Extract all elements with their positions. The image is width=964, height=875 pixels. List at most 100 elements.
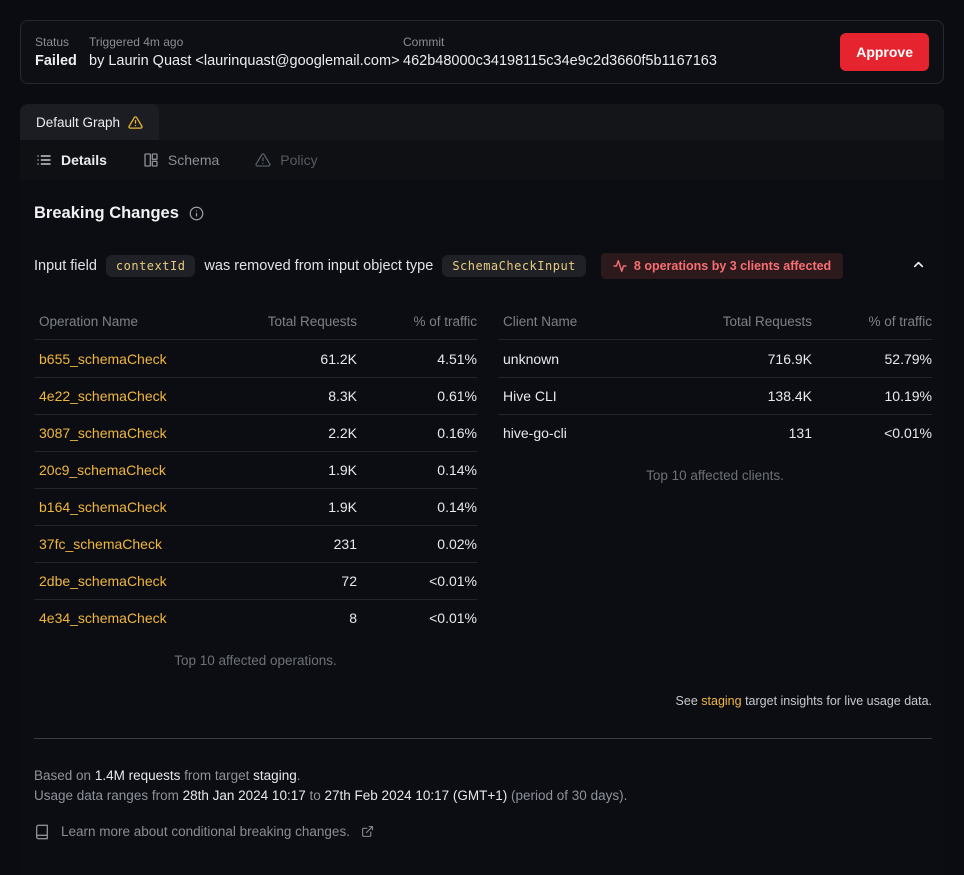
from-target: from target — [184, 768, 250, 783]
affected-badge-label: 8 operations by 3 clients affected — [633, 259, 832, 273]
tab-schema[interactable]: Schema — [143, 152, 219, 168]
tab-policy-label: Policy — [280, 152, 318, 168]
usage-summary-line: Based on 1.4M requests from target stagi… — [34, 766, 932, 786]
client-name: Hive CLI — [503, 388, 557, 404]
operation-link[interactable]: 4e22_schemaCheck — [39, 388, 167, 404]
operation-link[interactable]: b164_schemaCheck — [39, 499, 167, 515]
operations-caption: Top 10 affected operations. — [174, 653, 337, 668]
operation-traffic: <0.01% — [429, 573, 477, 589]
insights-see: See — [675, 694, 698, 708]
tab-schema-label: Schema — [167, 152, 220, 168]
usage-range-line: Usage data ranges from 28th Jan 2024 10:… — [34, 786, 932, 806]
client-traffic: <0.01% — [884, 425, 932, 441]
check-summary-card: Status Failed Triggered 4m ago by Laurin… — [20, 20, 944, 84]
main-card: Default Graph Details Schema — [20, 104, 944, 875]
table-row: 4e22_schemaCheck 8.3K 0.61% — [34, 377, 477, 414]
range-suffix: (period of 30 days). — [511, 788, 628, 804]
collapse-chevron-button[interactable] — [905, 253, 932, 279]
triggered-block: Triggered 4m ago by Laurin Quast <laurin… — [89, 35, 403, 69]
book-icon — [34, 824, 50, 840]
operation-requests: 1.9K — [328, 462, 357, 478]
client-name: unknown — [503, 350, 560, 367]
operation-requests: 72 — [341, 573, 357, 589]
change-prefix: Input field — [34, 258, 97, 274]
operations-table: Operation Name Total Requests % of traff… — [34, 303, 477, 668]
to-word: to — [309, 788, 321, 804]
operation-requests: 1.9K — [328, 499, 357, 515]
staging-insights-link[interactable]: staging — [701, 694, 742, 708]
client-name: hive-go-cli — [503, 425, 567, 441]
pulse-icon — [613, 259, 627, 273]
approve-button[interactable]: Approve — [840, 33, 929, 71]
commit-label: Commit — [403, 35, 445, 49]
operation-traffic: 0.02% — [437, 536, 477, 552]
chevron-up-icon — [911, 257, 926, 272]
operation-requests: 8 — [349, 610, 357, 626]
date-to: 27th Feb 2024 10:17 (GMT+1) — [324, 788, 508, 804]
triggered-label: Triggered 4m ago — [89, 35, 184, 49]
triggered-author: by Laurin Quast <laurinquast@googlemail.… — [89, 53, 400, 69]
table-row: 2dbe_schemaCheck 72 <0.01% — [34, 562, 477, 599]
table-row: b164_schemaCheck 1.9K 0.14% — [34, 488, 477, 525]
operation-requests: 2.2K — [328, 425, 357, 441]
tab-default-graph[interactable]: Default Graph — [20, 104, 160, 140]
operation-requests: 231 — [333, 536, 357, 552]
client-requests: 131 — [788, 425, 812, 441]
operation-link[interactable]: 37fc_schemaCheck — [39, 536, 162, 552]
learn-more-link[interactable]: Learn more about conditional breaking ch… — [34, 824, 932, 840]
breaking-change-row[interactable]: Input field contextId was removed from i… — [34, 253, 932, 279]
date-from: 28th Jan 2024 10:17 — [182, 788, 306, 804]
clients-caption: Top 10 affected clients. — [646, 468, 784, 483]
tab-policy[interactable]: Policy — [255, 152, 318, 168]
graph-tab-label: Default Graph — [36, 114, 121, 130]
status-label: Status — [35, 35, 70, 49]
affected-operations-badge[interactable]: 8 operations by 3 clients affected — [600, 253, 844, 279]
client-traffic: 10.19% — [884, 388, 932, 404]
operation-traffic: 0.16% — [437, 425, 477, 441]
table-row: 3087_schemaCheck 2.2K 0.16% — [34, 414, 477, 451]
table-row: hive-go-cli 131 <0.01% — [498, 414, 932, 451]
requests-value: 1.4M requests — [94, 768, 181, 783]
tab-details-label: Details — [61, 152, 107, 168]
operation-link[interactable]: 4e34_schemaCheck — [39, 610, 167, 626]
operation-link[interactable]: 2dbe_schemaCheck — [39, 573, 167, 589]
operations-table-header: Operation Name Total Requests % of traff… — [34, 303, 477, 340]
table-row: Hive CLI 138.4K 10.19% — [498, 377, 932, 414]
status-block: Status Failed — [35, 35, 89, 69]
based-prefix: Based on — [34, 768, 92, 783]
breaking-changes-heading: Breaking Changes — [34, 204, 932, 223]
learn-more-label: Learn more about conditional breaking ch… — [61, 824, 350, 839]
col-total-requests: Total Requests — [267, 313, 357, 329]
commit-hash: 462b48000c34198115c34e9c2d3660f5b1167163 — [403, 53, 717, 69]
list-icon — [36, 152, 52, 168]
col-total-requests: Total Requests — [722, 313, 812, 329]
col-client-name: Client Name — [503, 313, 578, 329]
insights-note: See staging target insights for live usa… — [34, 694, 932, 708]
policy-warning-icon — [255, 152, 271, 168]
graph-tab-strip: Default Graph — [20, 104, 944, 140]
tab-details[interactable]: Details — [36, 152, 107, 168]
operation-traffic: 0.14% — [437, 499, 477, 515]
external-link-icon — [361, 825, 374, 838]
dot: . — [296, 768, 301, 783]
check-nav: Details Schema Policy — [20, 140, 944, 180]
table-row: 20c9_schemaCheck 1.9K 0.14% — [34, 451, 477, 488]
col-pct-traffic: % of traffic — [413, 313, 477, 329]
target-value: staging — [253, 768, 297, 783]
type-code-badge: SchemaCheckInput — [442, 255, 586, 277]
range-prefix: Usage data ranges from — [34, 788, 179, 804]
status-value: Failed — [35, 53, 77, 69]
clients-table-header: Client Name Total Requests % of traffic — [498, 303, 932, 340]
info-icon[interactable] — [189, 206, 204, 221]
operation-link[interactable]: 20c9_schemaCheck — [39, 462, 166, 478]
table-row: 37fc_schemaCheck 231 0.02% — [34, 525, 477, 562]
operation-link[interactable]: b655_schemaCheck — [39, 350, 167, 367]
field-code-badge: contextId — [105, 255, 196, 277]
operation-traffic: <0.01% — [429, 610, 477, 626]
operation-link[interactable]: 3087_schemaCheck — [39, 425, 167, 441]
operation-requests: 8.3K — [328, 388, 357, 404]
col-pct-traffic: % of traffic — [868, 313, 932, 329]
clients-table: Client Name Total Requests % of traffic … — [498, 303, 932, 668]
operation-traffic: 0.61% — [437, 388, 477, 404]
